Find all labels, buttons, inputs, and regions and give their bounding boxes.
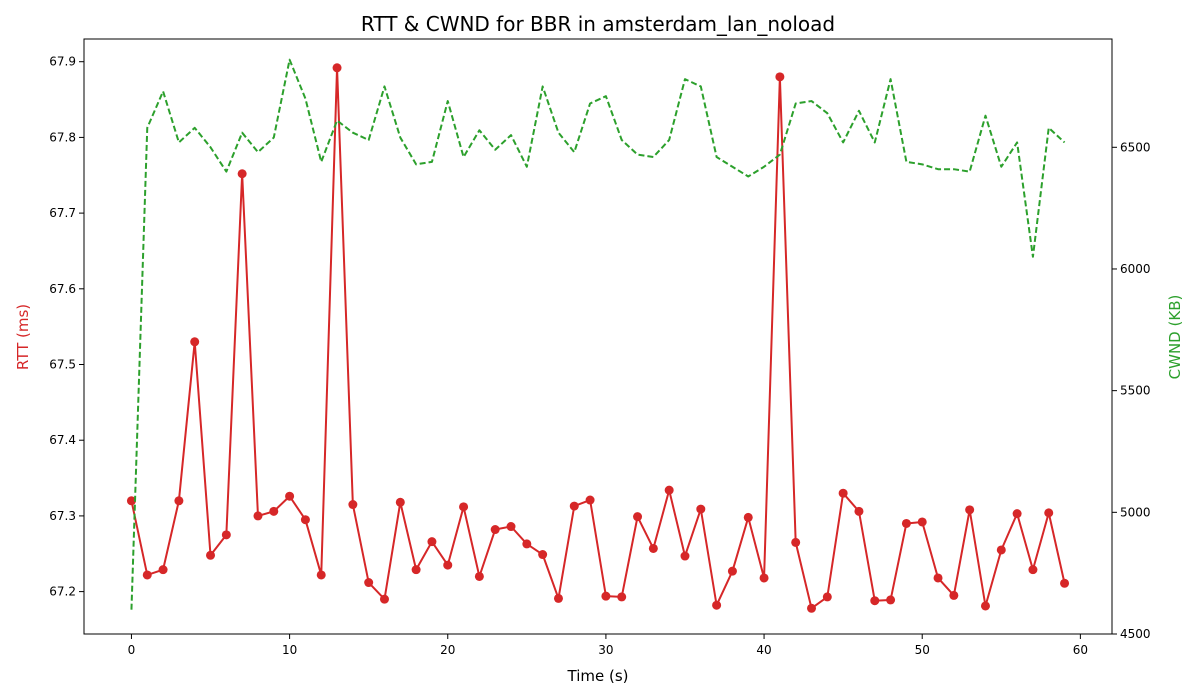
rtt-point — [158, 565, 168, 575]
x-tick-label: 40 — [756, 643, 771, 657]
rtt-point — [538, 550, 548, 560]
x-tick-label: 0 — [128, 643, 136, 657]
rtt-point — [759, 573, 769, 583]
rtt-point — [601, 591, 611, 601]
rtt-point — [522, 539, 532, 549]
rtt-point — [174, 496, 184, 506]
rtt-point — [126, 496, 136, 506]
rtt-point — [949, 590, 959, 600]
rtt-point — [332, 63, 342, 73]
rtt-point — [854, 506, 864, 516]
y2-tick-label: 6000 — [1120, 262, 1151, 276]
rtt-point — [300, 515, 310, 525]
x-tick-label: 10 — [282, 643, 297, 657]
x-tick-label: 50 — [915, 643, 930, 657]
rtt-point — [1060, 578, 1070, 588]
x-axis-title: Time (s) — [567, 667, 629, 685]
rtt-point — [1012, 509, 1022, 519]
rtt-point — [411, 565, 421, 575]
series-layer — [126, 58, 1070, 613]
rtt-point — [633, 512, 643, 522]
rtt-point — [364, 578, 374, 588]
rtt-point — [838, 488, 848, 498]
rtt-point — [379, 594, 389, 604]
rtt-point — [807, 603, 817, 613]
axes: 0 10 20 30 40 50 60 67.2 67.3 67.4 67.5 67.6 67.7 67.… — [49, 38, 1151, 657]
y-tick-label: 67.8 — [49, 130, 76, 144]
rtt-point — [822, 592, 832, 602]
y2-tick-label: 5500 — [1120, 384, 1151, 398]
rtt-point — [980, 601, 990, 611]
rtt-point — [917, 517, 927, 527]
rtt-point — [285, 491, 295, 501]
y-tick-label: 67.5 — [49, 358, 76, 372]
rtt-point — [269, 506, 279, 516]
y2-tick-label: 4500 — [1120, 627, 1151, 641]
rtt-point — [886, 595, 896, 605]
rtt-point — [617, 592, 627, 602]
y-tick-label: 67.9 — [49, 55, 76, 69]
y-tick-label: 67.3 — [49, 509, 76, 523]
x-tick-label: 20 — [440, 643, 455, 657]
rtt-point — [712, 600, 722, 610]
rtt-point — [727, 566, 737, 576]
rtt-point — [791, 537, 801, 547]
x-tick-label: 30 — [598, 643, 613, 657]
y-tick-label: 67.7 — [49, 206, 76, 220]
rtt-point — [996, 545, 1006, 555]
rtt-point — [585, 495, 595, 505]
y-tick-label: 67.6 — [49, 282, 76, 296]
rtt-point — [490, 525, 500, 535]
rtt-point — [569, 501, 579, 511]
y-tick-label: 67.2 — [49, 585, 76, 599]
y-axis-title: RTT (ms) — [14, 304, 32, 370]
rtt-point — [142, 570, 152, 580]
rtt-point — [933, 573, 943, 583]
rtt-point — [206, 550, 216, 560]
rtt-point — [901, 518, 911, 528]
rtt-point — [237, 169, 247, 179]
plot-frame — [83, 38, 1113, 635]
rtt-point — [190, 337, 200, 347]
rtt-point — [680, 551, 690, 561]
y-tick-label: 67.4 — [49, 433, 76, 447]
chart-title: RTT & CWND for BBR in amsterdam_lan_nolo… — [361, 12, 835, 36]
y2-tick-label: 5000 — [1120, 505, 1151, 519]
rtt-point — [474, 571, 484, 581]
y2-axis-title: CWND (KB) — [1166, 295, 1184, 380]
rtt-point — [553, 593, 563, 603]
rtt-point — [443, 560, 453, 570]
rtt-point — [253, 511, 263, 521]
rtt-point — [870, 596, 880, 606]
rtt-point — [395, 497, 405, 507]
rtt-point — [221, 530, 231, 540]
rtt-point — [1028, 565, 1038, 575]
rtt-point — [696, 504, 706, 514]
rtt-point — [664, 485, 674, 495]
x-tick-label: 60 — [1073, 643, 1088, 657]
rtt-point — [427, 537, 437, 547]
cwnd-line — [130, 58, 1066, 610]
rtt-point — [648, 543, 658, 553]
rtt-point — [1044, 508, 1054, 518]
rtt-point — [743, 512, 753, 522]
rtt-point — [459, 502, 469, 512]
rtt-point — [348, 500, 358, 510]
rtt-point — [775, 72, 785, 82]
rtt-line — [130, 66, 1066, 610]
rtt-point — [506, 522, 516, 532]
rtt-point — [965, 505, 975, 515]
rtt-point — [316, 570, 326, 580]
y2-tick-label: 6500 — [1120, 140, 1151, 154]
